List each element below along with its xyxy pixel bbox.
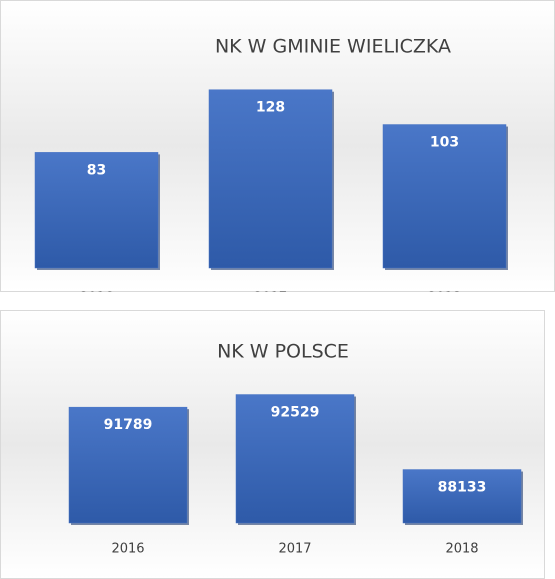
value-label: 91789: [104, 417, 153, 433]
chart-title: NK W GMINIE WIELICZKA: [215, 36, 451, 58]
x-tick-label: 2017: [278, 542, 311, 557]
bar: [235, 394, 355, 524]
value-label: 103: [430, 135, 459, 151]
x-tick-label: 2017: [254, 291, 287, 306]
chart: NK W GMINIE WIELICZKA 83 2016 128 2017 103 201…: [34, 36, 508, 306]
x-tick-label: 2018: [445, 542, 478, 557]
bar: [34, 152, 159, 269]
bar: [208, 89, 333, 269]
value-label: 88133: [438, 480, 487, 496]
x-tick-label: 2018: [428, 291, 461, 306]
value-label: 83: [87, 162, 106, 178]
chart-title: NK W POLSCE: [217, 341, 349, 363]
value-label: 128: [256, 100, 285, 116]
value-label: 92529: [271, 405, 320, 421]
bar: [402, 469, 522, 524]
x-tick-label: 2016: [80, 291, 113, 306]
chart: NK W POLSCE 91789 2016 92529 2017 88133 2018: [68, 341, 523, 557]
x-tick-label: 2016: [111, 542, 144, 557]
bar: [68, 406, 188, 524]
bar: [382, 124, 507, 269]
